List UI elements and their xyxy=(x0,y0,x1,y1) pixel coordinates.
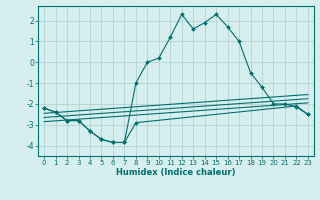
X-axis label: Humidex (Indice chaleur): Humidex (Indice chaleur) xyxy=(116,168,236,177)
